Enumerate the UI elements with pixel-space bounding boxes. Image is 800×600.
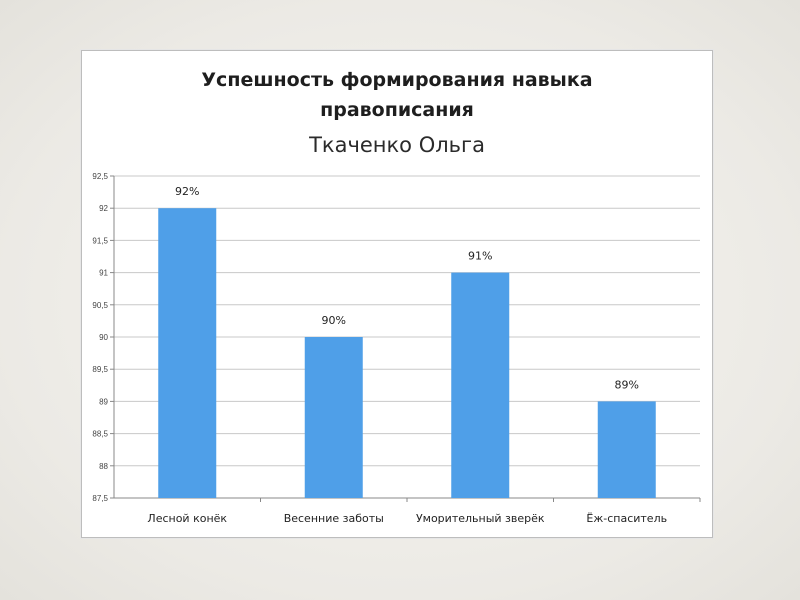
y-tick-label: 91,5 (92, 236, 108, 245)
x-category-label: Ёж-спаситель (586, 512, 667, 525)
x-category-label: Лесной конёк (147, 512, 227, 525)
y-tick-label: 88 (99, 462, 108, 471)
y-tick-label: 88,5 (92, 430, 108, 439)
bar (158, 208, 217, 498)
y-tick-label: 92,5 (92, 172, 108, 181)
chart-frame: Успешность формирования навыка правописа… (81, 50, 713, 538)
data-label: 92% (175, 185, 199, 198)
chart-subtitle: Ткаченко Ольга (309, 133, 485, 157)
bar (304, 337, 363, 498)
y-tick-label: 92 (99, 204, 108, 213)
y-tick-label: 89,5 (92, 365, 108, 374)
chart-title-line-2: правописания (320, 99, 474, 121)
y-tick-label: 90,5 (92, 301, 108, 310)
chart-title-line-1: Успешность формирования навыка (201, 69, 593, 91)
bar (597, 401, 656, 498)
data-label: 91% (468, 250, 492, 263)
x-category-label: Весенние заботы (284, 512, 384, 525)
y-tick-label: 91 (99, 269, 108, 278)
data-label: 89% (615, 378, 639, 391)
bar (451, 272, 510, 498)
y-tick-label: 87,5 (92, 494, 108, 503)
data-label: 90% (322, 314, 346, 327)
y-tick-label: 90 (99, 333, 108, 342)
x-category-label: Уморительный зверёк (416, 512, 545, 525)
y-tick-label: 89 (99, 397, 108, 406)
bar-chart: 87,5 88 88,5 89 89,5 90 90,5 91 91,5 92 92,5 92% Лес… (92, 172, 701, 525)
